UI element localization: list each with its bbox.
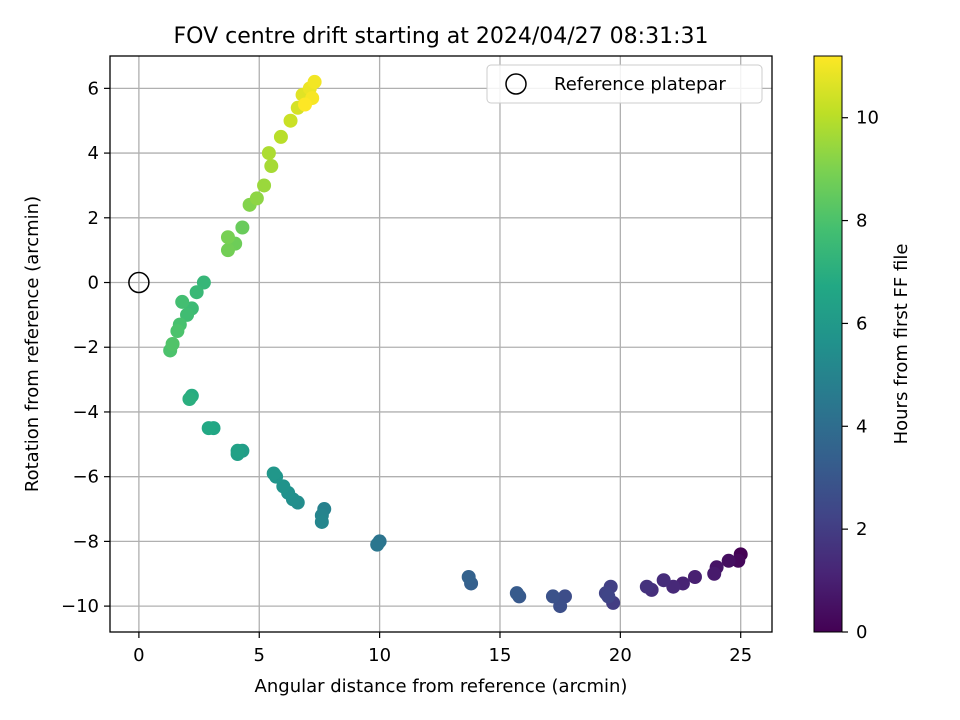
data-point [201,421,216,436]
data-point [553,599,568,614]
chart-title: FOV centre drift starting at 2024/04/27 … [174,24,709,49]
x-tick-label: 10 [368,645,391,666]
y-axis-label: Rotation from reference (arcmin) [22,196,43,492]
data-point [264,159,279,174]
data-point [180,307,195,322]
data-point [235,220,250,235]
data-point [687,569,702,584]
reference-marker [128,271,150,294]
legend-label-reference: Reference platepar [554,74,726,95]
data-point [230,443,245,458]
colorbar-tick-label: 10 [856,108,879,129]
colorbar: 0 2 4 6 8 10 Hours from first FF file [813,55,912,643]
data-point [175,294,190,309]
colorbar-tick-label: 2 [856,519,867,540]
y-tick-label: −10 [61,596,99,617]
data-point [731,553,746,568]
colorbar-tick-label: 4 [856,416,867,437]
data-point [220,230,235,245]
data-point [273,129,288,144]
data-point [509,586,524,601]
data-point [370,537,385,552]
data-point [283,113,298,128]
y-tick-label: −8 [72,531,99,552]
y-tick-label: 4 [88,143,99,164]
x-tick-label: 5 [254,645,265,666]
x-tick-label: 20 [609,645,632,666]
colorbar-label: Hours from first FF file [891,244,912,445]
data-point [545,589,560,604]
y-tick-label: −6 [72,467,99,488]
data-point [307,74,322,89]
legend-reference-marker [505,73,527,95]
data-point [707,566,722,581]
data-point [276,479,291,494]
x-tick-label: 0 [133,645,144,666]
data-point [165,337,180,351]
x-tick-label: 25 [729,645,752,666]
colorbar-tick-label: 0 [856,622,867,643]
data-point [220,243,235,258]
legend: Reference platepar [486,64,763,104]
colorbar-tick-label: 6 [856,313,867,334]
legend-box [486,64,763,104]
data-point [170,324,185,339]
colorbar-ticks: 0 2 4 6 8 10 [842,108,879,643]
data-point [196,275,211,290]
x-axis-label: Angular distance from reference (arcmin) [255,676,628,697]
data-point [721,553,736,568]
y-tick-label: −2 [72,337,99,358]
colorbar-tick-label: 8 [856,211,867,232]
data-point [261,146,276,161]
x-axis-ticks: 0 5 10 15 20 25 [133,632,752,666]
data-point [314,514,329,529]
y-tick-label: 2 [88,208,99,229]
colorbar-gradient [813,55,843,633]
data-point [257,178,272,193]
scatter-points [163,74,748,614]
data-point [266,466,281,481]
reference-point [128,271,150,294]
grid-lines [110,56,772,632]
y-tick-label: −4 [72,402,99,423]
data-point [182,392,197,407]
y-tick-label: 6 [88,78,99,99]
y-axis-ticks: −10 −8 −6 −4 −2 0 2 4 6 [61,78,110,617]
data-point [639,579,654,594]
data-point [461,569,476,584]
data-point [656,573,671,588]
data-point [249,191,264,206]
data-point [189,285,204,300]
plot-frame [109,55,773,633]
data-point [601,589,616,604]
x-tick-label: 15 [489,645,512,666]
y-tick-label: 0 [88,273,99,294]
data-point [297,97,312,112]
